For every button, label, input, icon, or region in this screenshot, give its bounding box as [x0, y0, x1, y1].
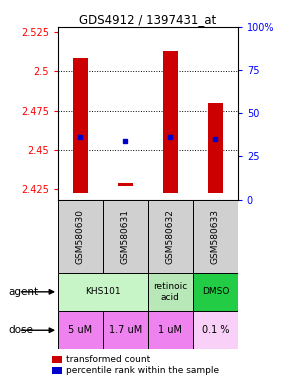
- Bar: [58, 311, 103, 349]
- Bar: [208, 103, 222, 194]
- Bar: [148, 311, 193, 349]
- Text: GSM580632: GSM580632: [166, 209, 175, 263]
- Bar: [148, 200, 193, 273]
- Bar: [193, 200, 238, 273]
- Bar: [193, 311, 238, 349]
- Text: percentile rank within the sample: percentile rank within the sample: [66, 366, 219, 376]
- Bar: [103, 311, 148, 349]
- Bar: [73, 58, 88, 194]
- Title: GDS4912 / 1397431_at: GDS4912 / 1397431_at: [79, 13, 217, 26]
- Text: dose: dose: [9, 325, 34, 335]
- Text: DMSO: DMSO: [202, 287, 229, 296]
- Text: transformed count: transformed count: [66, 355, 151, 364]
- Bar: [148, 273, 193, 311]
- Bar: [103, 200, 148, 273]
- Text: 1 uM: 1 uM: [158, 325, 182, 335]
- Text: 5 uM: 5 uM: [68, 325, 93, 335]
- Text: 1.7 uM: 1.7 uM: [109, 325, 142, 335]
- Text: KHS101: KHS101: [85, 287, 121, 296]
- Text: GSM580633: GSM580633: [211, 209, 220, 264]
- Text: retinoic
acid: retinoic acid: [153, 282, 188, 301]
- Text: GSM580630: GSM580630: [76, 209, 85, 264]
- Bar: [58, 273, 148, 311]
- Bar: [118, 183, 133, 186]
- Text: GSM580631: GSM580631: [121, 209, 130, 264]
- Bar: [193, 273, 238, 311]
- Text: agent: agent: [9, 287, 39, 297]
- Bar: [163, 51, 177, 194]
- Bar: [58, 200, 103, 273]
- Text: 0.1 %: 0.1 %: [202, 325, 229, 335]
